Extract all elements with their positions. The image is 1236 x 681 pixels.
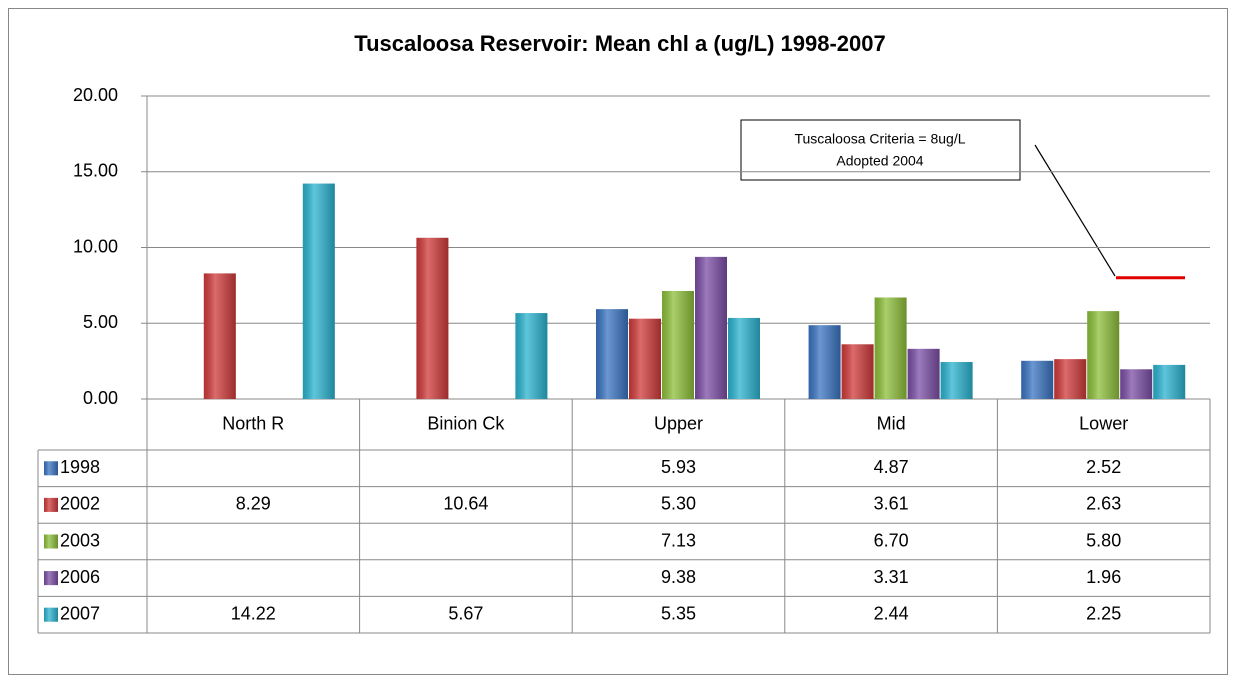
table-value: 5.93 bbox=[661, 457, 696, 477]
bar-shade bbox=[695, 256, 727, 399]
table-value: 4.87 bbox=[874, 457, 909, 477]
legend-swatch-shade bbox=[44, 571, 58, 586]
legend-swatch-shade bbox=[44, 607, 58, 622]
table-value: 5.80 bbox=[1086, 530, 1121, 550]
bar-shade bbox=[907, 348, 940, 399]
y-tick-label: 15.00 bbox=[73, 161, 118, 181]
table-value: 2.25 bbox=[1086, 603, 1121, 623]
bar-shade bbox=[515, 313, 548, 399]
legend-swatch-shade bbox=[44, 461, 58, 476]
y-tick-label: 20.00 bbox=[73, 85, 118, 105]
bar-shade bbox=[1153, 364, 1186, 399]
x-tick-label: North R bbox=[222, 413, 284, 433]
bar-shade bbox=[728, 317, 760, 399]
bar-shade bbox=[203, 273, 236, 399]
chart-title: Tuscaloosa Reservoir: Mean chl a (ug/L) … bbox=[354, 31, 885, 56]
x-tick-label: Lower bbox=[1079, 413, 1128, 433]
bar-shade bbox=[1021, 360, 1054, 399]
table-value: 5.67 bbox=[448, 603, 483, 623]
table-value: 14.22 bbox=[231, 603, 276, 623]
bar-shade bbox=[1054, 359, 1087, 399]
annotation-text: Adopted 2004 bbox=[836, 153, 923, 169]
table-value: 5.35 bbox=[661, 603, 696, 623]
legend-label: 2003 bbox=[60, 530, 100, 550]
table-value: 6.70 bbox=[874, 530, 909, 550]
bar-shade bbox=[1120, 369, 1153, 399]
y-tick-label: 0.00 bbox=[83, 388, 118, 408]
table-value: 3.61 bbox=[874, 494, 909, 514]
annotation-text: Tuscaloosa Criteria = 8ug/L bbox=[794, 131, 965, 147]
table-value: 8.29 bbox=[236, 494, 271, 514]
legend-label: 2002 bbox=[60, 494, 100, 514]
bar-shade bbox=[874, 297, 907, 399]
y-tick-label: 10.00 bbox=[73, 236, 118, 256]
bar-shade bbox=[629, 318, 661, 399]
x-tick-label: Upper bbox=[654, 413, 703, 433]
table-value: 10.64 bbox=[443, 494, 488, 514]
bar-shade bbox=[662, 290, 694, 399]
bar-shade bbox=[841, 344, 874, 399]
table-value: 2.44 bbox=[874, 603, 909, 623]
bar-shade bbox=[808, 325, 841, 399]
x-tick-label: Mid bbox=[877, 413, 906, 433]
bar-shade bbox=[1087, 311, 1120, 399]
table-value: 3.31 bbox=[874, 567, 909, 587]
y-tick-label: 5.00 bbox=[83, 312, 118, 332]
bar-shade bbox=[596, 309, 628, 399]
legend-label: 2006 bbox=[60, 567, 100, 587]
legend-swatch-shade bbox=[44, 497, 58, 512]
x-tick-label: Binion Ck bbox=[427, 413, 505, 433]
table-value: 2.63 bbox=[1086, 494, 1121, 514]
table-value: 2.52 bbox=[1086, 457, 1121, 477]
table-value: 7.13 bbox=[661, 530, 696, 550]
legend-label: 1998 bbox=[60, 457, 100, 477]
legend-swatch-shade bbox=[44, 534, 58, 549]
bar-shade bbox=[302, 183, 335, 399]
table-value: 9.38 bbox=[661, 567, 696, 587]
annotation-leader bbox=[1034, 144, 1116, 277]
table-value: 5.30 bbox=[661, 494, 696, 514]
bar-shade bbox=[940, 362, 973, 399]
annotation-box bbox=[740, 119, 1021, 181]
bar-shade bbox=[416, 237, 449, 399]
legend-label: 2007 bbox=[60, 603, 100, 623]
table-value: 1.96 bbox=[1086, 567, 1121, 587]
